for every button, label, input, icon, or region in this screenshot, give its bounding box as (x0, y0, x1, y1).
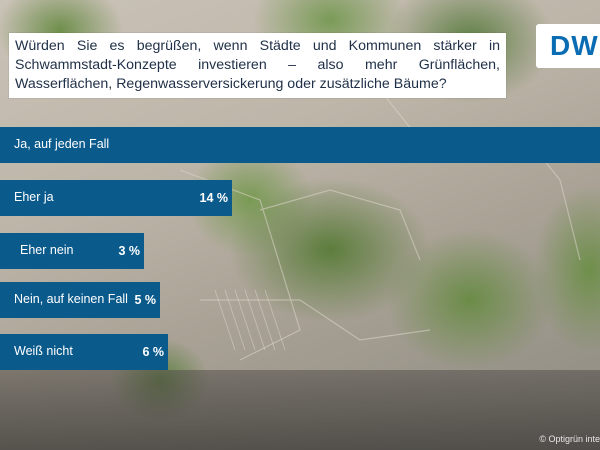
bar-value-label: 3 % (118, 244, 140, 258)
bar (0, 334, 168, 370)
bar-label: Eher ja (14, 190, 54, 204)
bar (0, 282, 160, 318)
bar-label: Weiß nicht (14, 344, 73, 358)
photo-credit: © Optigrün inte (539, 434, 600, 444)
question-box: Würden Sie es begrüßen, wenn Städte und … (9, 33, 506, 98)
logo-text: DW (550, 30, 599, 61)
bar-label: Nein, auf keinen Fall (14, 292, 128, 306)
bar (0, 127, 600, 163)
bar-label: Eher nein (20, 243, 74, 257)
logo: DW (536, 24, 600, 68)
question-text: Würden Sie es begrüßen, wenn Städte und … (15, 38, 500, 92)
wall-shadow (0, 370, 600, 450)
bar-value-label: 5 % (134, 293, 156, 307)
bar-value-label: 14 % (199, 191, 229, 205)
bar-label: Ja, auf jeden Fall (14, 137, 110, 151)
bar-value-label: 6 % (142, 345, 164, 359)
bar (0, 233, 144, 269)
bar (0, 180, 232, 216)
